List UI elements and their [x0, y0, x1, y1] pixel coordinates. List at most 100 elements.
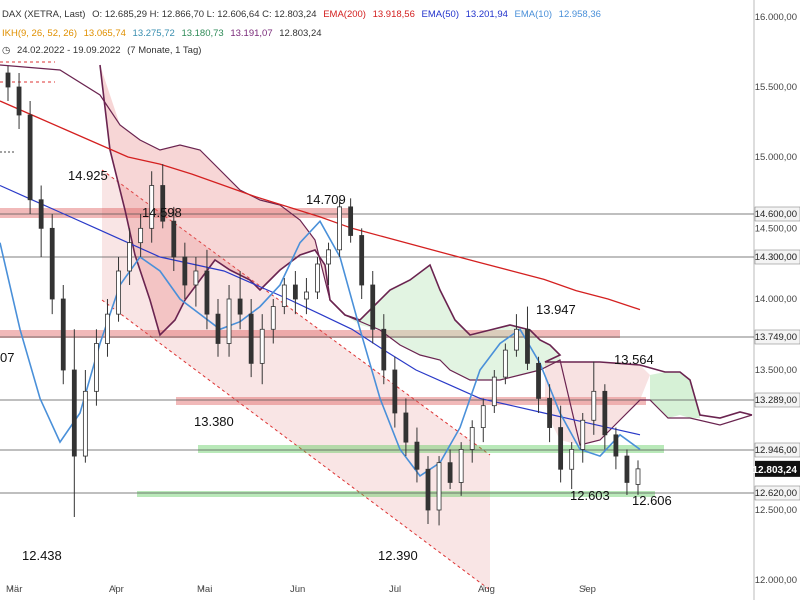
candle-body [447, 462, 453, 483]
candle-body [458, 449, 464, 483]
candle-body [525, 328, 530, 364]
candle-body [536, 362, 541, 399]
ema50-value: 13.201,94 [465, 9, 508, 20]
candle-body [105, 313, 110, 344]
ichimoku-span-a [99, 64, 753, 419]
candle-body [315, 263, 320, 293]
ema50-label: EMA(50) [421, 9, 459, 20]
candle-body [215, 313, 221, 344]
annotation-13.947: 13.947 [536, 302, 576, 317]
ikh-value-4: 13.191,07 [230, 28, 273, 39]
level-label-box [754, 329, 800, 345]
level-label-box [754, 442, 800, 458]
annotation-14.925: 14.925 [68, 168, 108, 183]
candle-body [116, 270, 121, 315]
header-line-1: DAX (XETRA, Last) O: 12.685,29 H: 12.866… [2, 9, 605, 20]
ikh-value-2: 13.275,72 [132, 28, 175, 39]
header-line-2: IKH(9, 26, 52, 26) 13.065,74 13.275,72 1… [2, 28, 326, 39]
candle-body [613, 434, 619, 457]
candle-body [558, 427, 564, 470]
annotation-12.606: 12.606 [632, 493, 672, 508]
level-label-12946: 12.946,00 [755, 445, 797, 456]
candle-body [248, 313, 254, 364]
level-label-box [754, 206, 800, 222]
candle-body [171, 220, 177, 258]
level-label-box [754, 392, 800, 408]
ichimoku-cloud-bull [330, 265, 560, 380]
annotation-12.390: 12.390 [378, 548, 418, 563]
y-tick-label: 13.500,00 [755, 365, 797, 376]
level-label-13749: 13.749,00 [755, 332, 797, 343]
candle-body [635, 468, 641, 485]
ichimoku-cloud-bear [100, 65, 335, 335]
y-tick-label: 16.000,00 [755, 12, 797, 23]
y-tick-label: 15.000,00 [755, 152, 797, 163]
candle-body [547, 398, 552, 428]
support-zone-12620 [137, 491, 655, 497]
ichimoku-span-b [0, 64, 753, 446]
candle-body [182, 256, 188, 286]
x-tick-label: Mär [6, 584, 22, 595]
symbol-label: DAX (XETRA, Last) [2, 9, 86, 20]
clock-icon: ◷ [2, 45, 11, 56]
candle-body [469, 427, 475, 450]
candle-body [381, 328, 387, 371]
support-zone-12946 [198, 445, 664, 453]
candle-body [359, 235, 365, 286]
annotation-14.598: 14.598 [142, 205, 182, 220]
x-tick-label: Jul [389, 584, 401, 595]
ohlc-values: O: 12.685,29 H: 12.866,70 L: 12.606,64 C… [92, 9, 317, 20]
level-label-12620: 12.620,00 [755, 488, 797, 499]
channel-fill [102, 170, 490, 590]
ichimoku-cloud-bull-2 [650, 372, 700, 418]
annotation-14.709: 14.709 [306, 192, 346, 207]
x-tick-label: Sep [579, 584, 596, 595]
y-tick-label: 14.000,00 [755, 294, 797, 305]
x-tick-label: Aug [478, 584, 495, 595]
candle-body [580, 419, 586, 450]
ikh-label: IKH(9, 26, 52, 26) [2, 28, 77, 39]
y-tick-label: 12.946,00 [755, 445, 797, 456]
candle-body [491, 376, 497, 407]
candle-body [326, 249, 331, 265]
level-label-14600: 14.600,00 [755, 209, 797, 220]
annotation-13.380: 13.380 [194, 414, 234, 429]
candle-body [602, 390, 608, 436]
annotation-12.603: 12.603 [570, 488, 610, 503]
candle-body [270, 306, 276, 330]
candle-body [591, 390, 597, 421]
ikh-value-5: 12.803,24 [279, 28, 322, 39]
candle-body [624, 455, 630, 483]
candle-body [127, 242, 132, 272]
header-line-3: ◷ 24.02.2022 - 19.09.2022 (7 Monate, 1 T… [2, 45, 205, 56]
candle-body [49, 227, 55, 300]
level-label-box [754, 249, 800, 265]
ikh-value-1: 13.065,74 [83, 28, 126, 39]
resistance-zone-13749 [0, 330, 620, 338]
candle-body [281, 284, 287, 307]
ema50-line [0, 184, 641, 436]
x-tick-label: Apr [109, 584, 124, 595]
candle-body [480, 405, 486, 428]
y-tick-label: 12.000,00 [755, 575, 797, 586]
channel-upper-line [101, 169, 491, 456]
candle-body [71, 369, 77, 457]
candle-body [436, 462, 442, 511]
y-tick-label: 14.300,00 [755, 252, 797, 263]
candle-body [292, 284, 298, 300]
annotation-12.438: 12.438 [22, 548, 62, 563]
ema10-label: EMA(10) [514, 9, 553, 20]
ema10-value: 12.958,36 [558, 9, 601, 20]
ikh-value-3: 13.180,73 [181, 28, 224, 39]
ema200-label: EMA(200) [323, 9, 366, 20]
candle-body [27, 114, 33, 201]
candle-body [94, 343, 99, 392]
period-label: (7 Monate, 1 Tag) [127, 45, 202, 56]
candle-body [569, 449, 575, 470]
level-label-14300: 14.300,00 [755, 252, 797, 263]
resistance-zone-13289 [176, 397, 646, 405]
level-label-box [754, 485, 800, 501]
annotation-13.564: 13.564 [614, 352, 654, 367]
candle-body [514, 328, 519, 351]
candle-body [304, 291, 309, 300]
